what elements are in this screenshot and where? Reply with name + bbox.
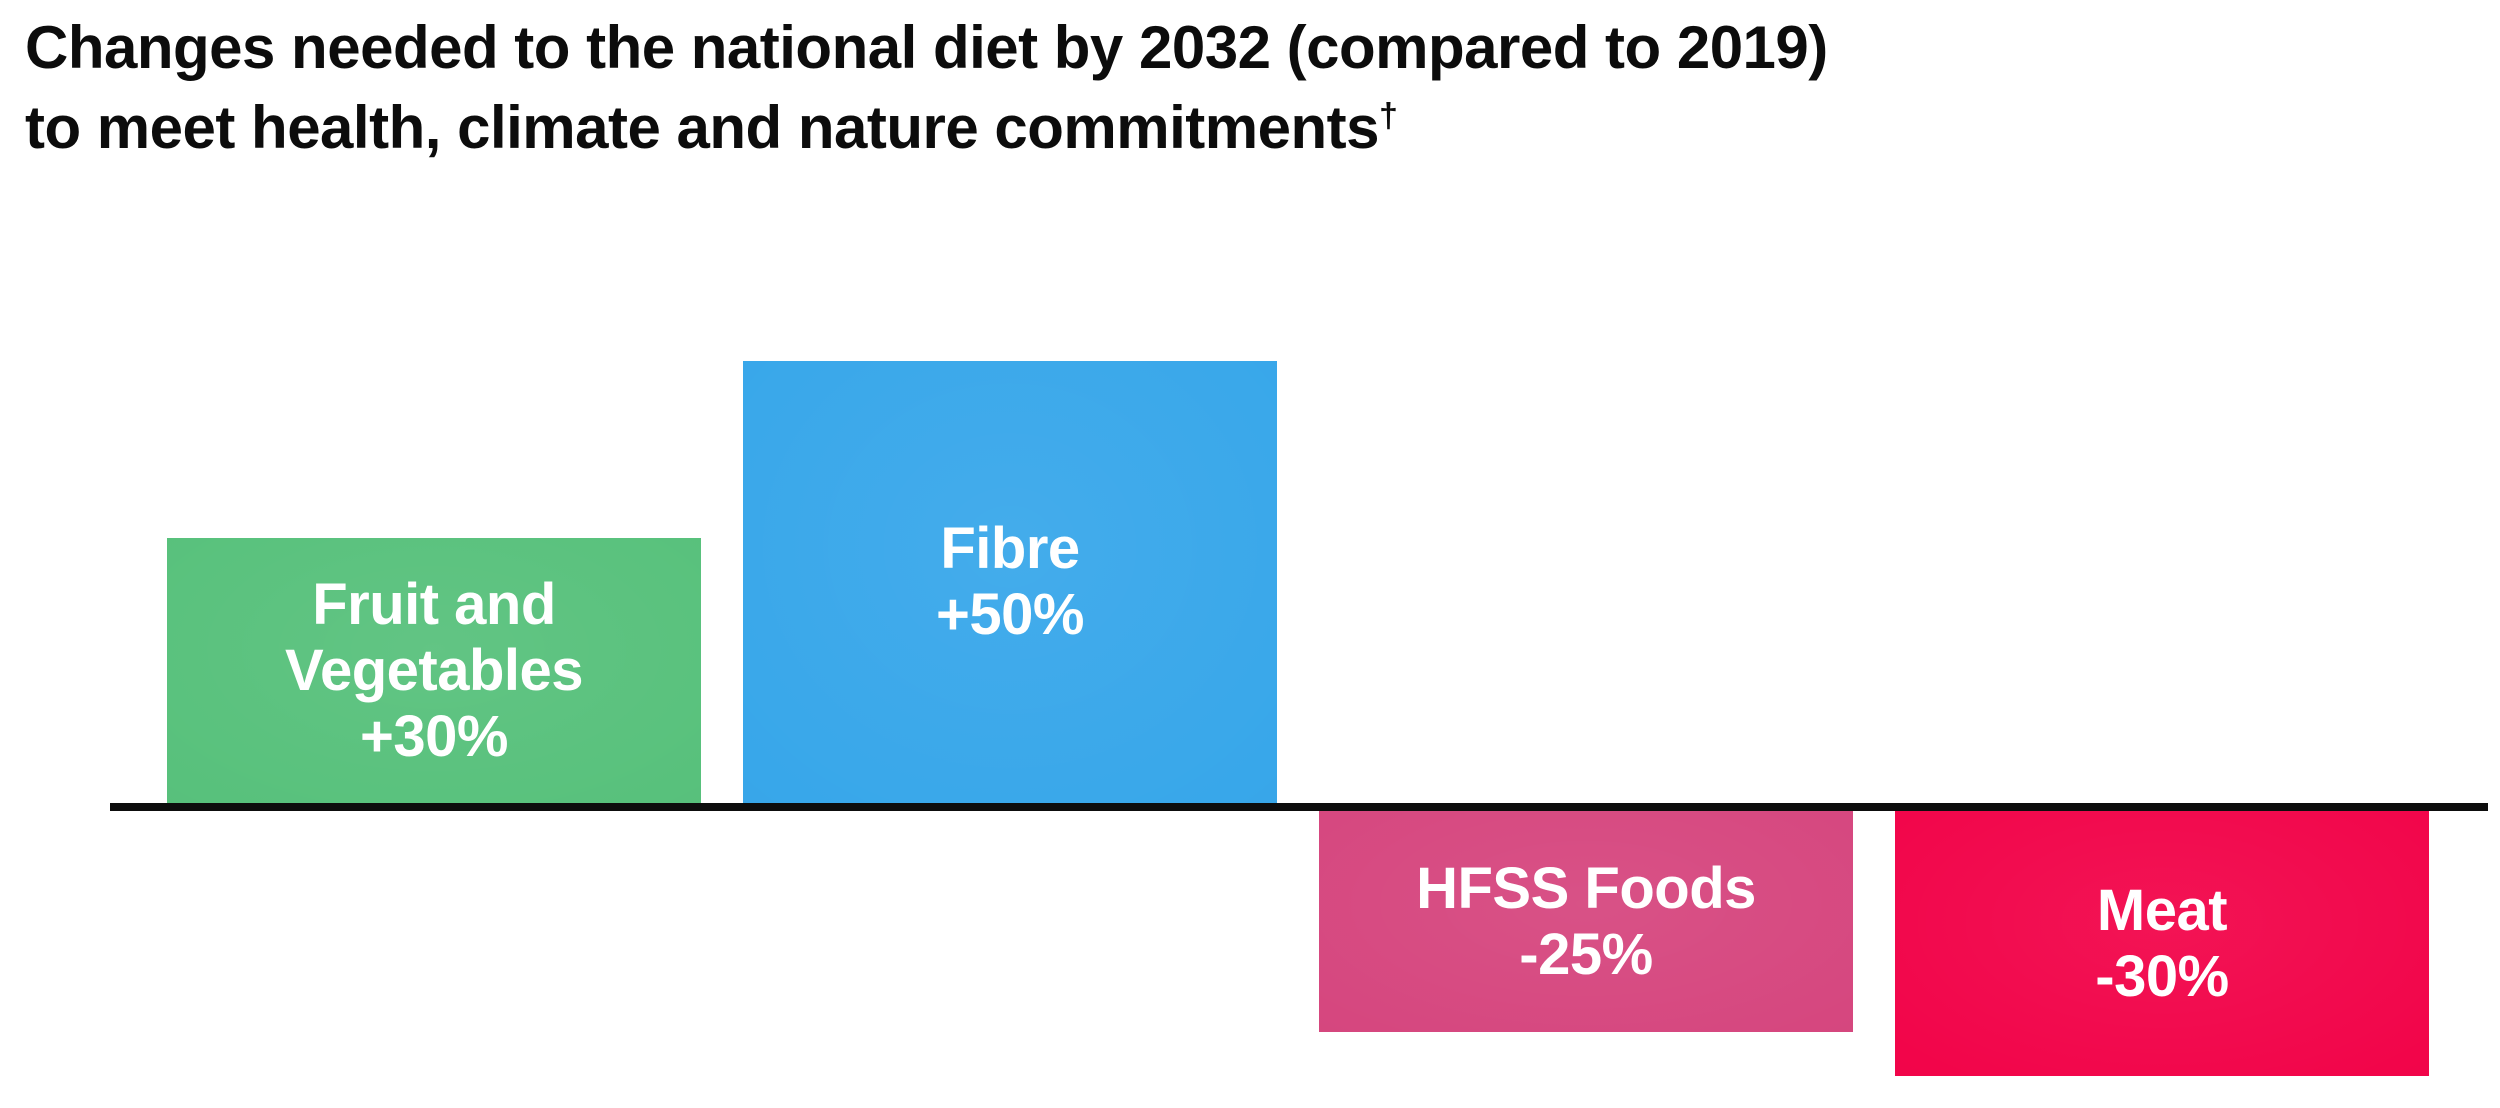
bar-fruit-and-vegetables: Fruit and Vegetables +30% (167, 538, 701, 803)
chart-title: Changes needed to the national diet by 2… (25, 8, 1828, 168)
bar-category-label: Fibre (940, 516, 1080, 581)
bar-category-label: Vegetables (284, 637, 584, 703)
chart-title-line1: Changes needed to the national diet by 2… (25, 14, 1828, 81)
bar-value-label: +30% (360, 703, 508, 769)
bar-hfss-foods: HFSS Foods -25% (1319, 811, 1853, 1032)
bar-value-label: +50% (936, 582, 1084, 647)
bar-category-label: HFSS Foods (1416, 855, 1756, 921)
bar-value-label: -25% (1519, 921, 1653, 987)
bar-category-label: Meat (2096, 877, 2228, 943)
bar-fibre: Fibre +50% (743, 361, 1277, 803)
bar-label-fibre: Fibre +50% (936, 516, 1084, 648)
chart-title-line2: to meet health, climate and nature commi… (25, 88, 1828, 168)
bar-label-hfss-foods: HFSS Foods -25% (1416, 856, 1756, 988)
bar-meat: Meat -30% (1895, 811, 2429, 1076)
bar-category-label: Fruit and (312, 571, 556, 637)
bar-label-meat: Meat -30% (2095, 877, 2229, 1010)
bar-label-fruit-and-vegetables: Fruit and Vegetables +30% (284, 571, 584, 770)
footnote-dagger-marker: † (1378, 97, 1398, 135)
zero-baseline (110, 803, 2488, 811)
bar-value-label: -30% (2095, 943, 2229, 1009)
chart-title-line2-text: to meet health, climate and nature commi… (25, 94, 1379, 161)
